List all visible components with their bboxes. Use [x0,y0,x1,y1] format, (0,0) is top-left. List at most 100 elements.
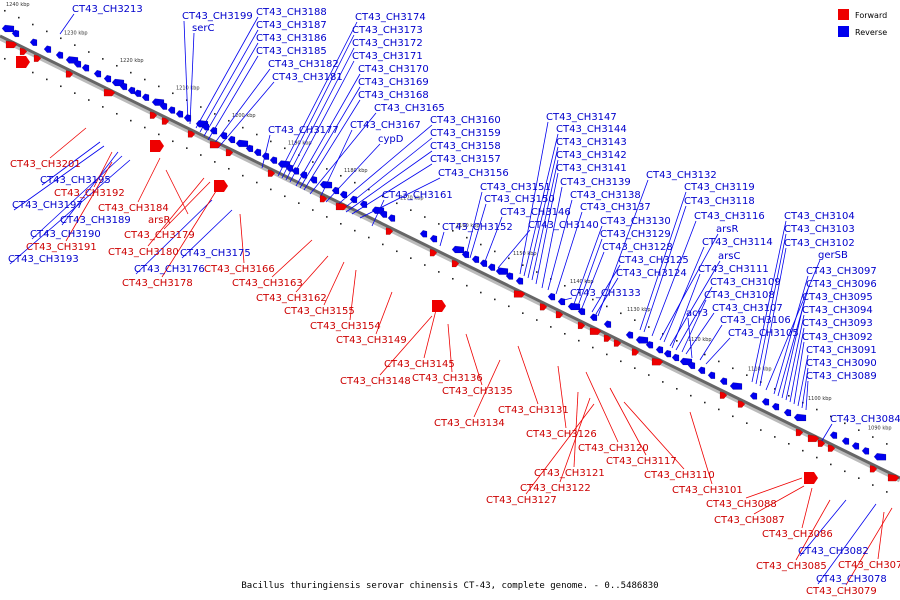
reverse-gene-label: CT43_CH3181 [272,72,343,83]
reverse-label-connector [345,150,433,213]
guide-dot [326,216,328,218]
reverse-label-connector [675,286,713,351]
reverse-gene-label: CT43_CH3129 [600,229,671,240]
forward-gene-label: CT43_CH3162 [256,293,327,304]
forward-gene-label: CT43_CH3121 [534,468,605,479]
forward-gene-arrow [187,130,196,138]
reverse-label-connector [309,112,377,195]
forward-label-connector [573,391,579,468]
forward-gene-label: CT43_CH3085 [756,561,827,572]
reverse-gene-arrow [495,267,509,275]
forward-gene-arrow [429,248,438,257]
reverse-gene-label: CT43_CH3097 [806,266,877,277]
guide-dot [130,119,132,122]
reverse-gene-arrow [505,272,514,280]
reverse-label-connector [207,55,259,141]
reverse-gene-label: CT43_CH3189 [60,215,131,226]
reverse-label-connector [13,145,105,211]
reverse-gene-label: CT43_CH3096 [806,279,877,290]
reverse-gene-arrow [253,148,262,156]
forward-gene-arrow [719,391,728,399]
reverse-gene-label: acr3 [686,308,708,319]
forward-gene-label: CT43_CH3086 [762,529,833,540]
genome-axis [0,34,900,480]
guide-dot [256,181,258,184]
forward-gene-label: CT43_CH3136 [412,373,483,384]
reverse-gene-label: CT43_CH3188 [256,7,327,18]
guide-dot [732,367,734,370]
reverse-gene-arrow [159,102,168,110]
forward-label-connector [137,157,161,203]
reverse-gene-label: CT43_CH3124 [616,268,687,279]
forward-label-connector [689,411,713,485]
forward-gene-arrow [149,111,158,119]
guide-dot [494,298,496,301]
reverse-gene-label: CT43_CH3093 [802,318,873,329]
forward-gene-label: CT43_CH3179 [124,230,195,241]
reverse-gene-label: CT43_CH3213 [72,4,143,15]
guide-dot [480,291,482,294]
forward-label-connector [447,323,453,373]
guide-dot [858,477,860,479]
reverse-label-connector [817,503,877,585]
reverse-gene-label: CT43_CH3118 [684,196,755,207]
reverse-gene-arrow [589,313,598,322]
guide-dot [368,236,370,239]
forward-gene-arrow [513,290,526,298]
reverse-gene-label: CT43_CH3141 [556,163,627,174]
guide-dot [424,216,426,218]
guide-dot [746,374,748,376]
reverse-gene-label: CT43_CH3137 [580,202,651,213]
connector-lines [9,13,893,586]
reverse-gene-arrow [93,69,102,78]
guide-dot [872,484,874,486]
forward-gene-block [16,56,30,68]
guide-dot [774,436,776,438]
reverse-label-connector [591,264,621,313]
axis-tick-label: 1100 kbp [808,396,832,402]
forward-gene-arrow [887,473,900,482]
guide-dot [410,209,412,211]
forward-label-connector [379,315,433,376]
guide-dot [214,113,216,115]
reverse-label-connector [281,34,355,179]
forward-gene-label: CT43_CH3184 [98,203,169,214]
reverse-gene-arrow [635,336,649,344]
guide-dot [536,319,538,321]
guide-dot [242,126,244,129]
forward-gene-label: CT43_CH3155 [284,306,355,317]
axis-tick-label: 1090 kbp [868,425,892,431]
guide-dot [578,291,580,294]
guide-dot [144,78,146,81]
legend-forward-swatch [838,9,849,20]
reverse-label-connector [285,47,355,181]
reverse-gene-arrow [873,452,887,461]
reverse-gene-label: CT43_CH3197 [12,200,83,211]
guide-dot [130,71,132,74]
reverse-gene-label: CT43_CH3094 [802,305,873,316]
reverse-gene-label: CT43_CH3158 [430,141,501,152]
reverse-label-connector [135,199,213,275]
reverse-label-connector [759,247,787,387]
forward-label-connector [517,345,539,405]
reverse-gene-label: CT43_CH3190 [30,229,101,240]
forward-gene-label: CT43_CH3163 [232,278,303,289]
reverse-gene-arrow [487,263,496,271]
guide-dot [200,106,202,108]
guide-dot [102,106,104,108]
reverse-label-connector [61,151,119,226]
guide-dot [18,16,20,19]
reverse-gene-arrow [471,255,480,264]
reverse-label-connector [651,220,697,337]
reverse-gene-arrow [219,131,228,140]
forward-gene-arrow [613,339,622,347]
forward-gene-label: CT43_CH3154 [310,321,381,332]
forward-label-connector [423,309,437,359]
reverse-gene-label: CT43_CH3167 [350,120,421,131]
guide-dot [382,243,384,246]
reverse-label-connector [277,21,358,177]
guide-dot [4,9,6,12]
reverse-label-connector [531,159,559,281]
reverse-gene-label: CT43_CH3143 [556,137,627,148]
